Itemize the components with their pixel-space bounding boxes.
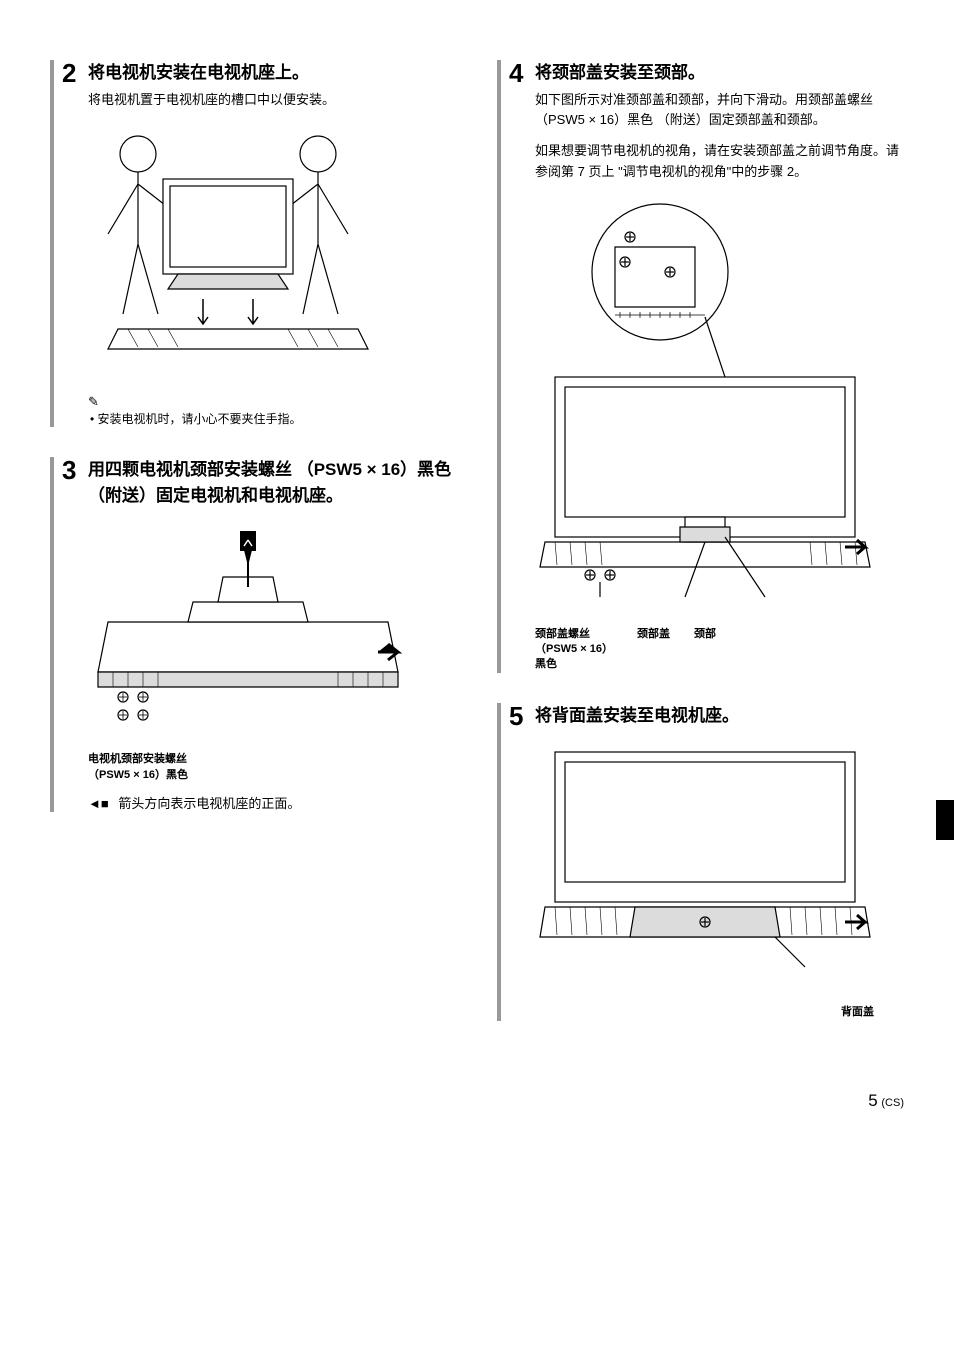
figure-step5: [535, 742, 904, 992]
figure-step3: [88, 522, 457, 742]
figure-step2: [88, 124, 457, 384]
labels-row: 颈部盖螺丝 （PSW5 × 16） 黑色 颈部盖 颈部: [535, 627, 904, 673]
pencil-icon: ✎: [88, 394, 99, 409]
step-para1: 如下图所示对准颈部盖和颈部，并向下滑动。用颈部盖螺丝 （PSW5 × 16）黑色…: [535, 90, 904, 132]
step-number: 5: [509, 703, 535, 1021]
step-bar: [50, 60, 54, 427]
label-line: 颈部盖螺丝: [535, 627, 613, 642]
label-neck-screw: 颈部盖螺丝 （PSW5 × 16） 黑色: [535, 627, 613, 673]
step-bar: [50, 457, 54, 812]
step-number: 2: [62, 60, 88, 427]
page-suffix: (CS): [881, 1097, 904, 1109]
note-bullet: • 安装电视机时，请小心不要夹住手指。: [90, 410, 457, 427]
step-number: 3: [62, 457, 88, 812]
left-column: 2 将电视机安装在电视机座上。 将电视机置于电视机座的槽口中以便安装。: [50, 60, 457, 1051]
step-para2: 如果想要调节电视机的视角，请在安装颈部盖之前调节角度。请参阅第 7 页上 "调节…: [535, 141, 904, 183]
step-bar: [497, 60, 501, 673]
label-neck-cover: 颈部盖: [637, 627, 670, 673]
step-2: 2 将电视机安装在电视机座上。 将电视机置于电视机座的槽口中以便安装。: [50, 60, 457, 427]
step-5: 5 将背面盖安装至电视机座。: [497, 703, 904, 1021]
label-back-cover: 背面盖: [841, 1006, 874, 1018]
caption-line1: 电视机颈部安装螺丝: [88, 752, 457, 767]
arrow-icon: ◄■: [88, 796, 109, 811]
figure-step4: [535, 197, 904, 617]
caption-line2: （PSW5 × 16）黑色: [88, 768, 457, 783]
step-bar: [497, 703, 501, 1021]
page-number: 5: [868, 1091, 877, 1110]
step-number: 4: [509, 60, 535, 673]
page-footer: 5 (CS): [50, 1091, 904, 1111]
label-line: （PSW5 × 16）: [535, 642, 613, 657]
label-line: 黑色: [535, 657, 613, 672]
arrow-note: ◄■ 箭头方向表示电视机座的正面。: [88, 793, 457, 812]
step-title: 将电视机安装在电视机座上。: [88, 60, 457, 86]
screw-caption: 电视机颈部安装螺丝 （PSW5 × 16）黑色: [88, 752, 457, 783]
note-icon-row: ✎: [88, 394, 457, 410]
label-neck: 颈部: [694, 627, 716, 673]
step-4: 4 将颈部盖安装至颈部。 如下图所示对准颈部盖和颈部，并向下滑动。用颈部盖螺丝 …: [497, 60, 904, 673]
arrow-note-text: 箭头方向表示电视机座的正面。: [118, 796, 300, 811]
step-3: 3 用四颗电视机颈部安装螺丝 （PSW5 × 16）黑色 （附送）固定电视机和电…: [50, 457, 457, 812]
step-title: 将颈部盖安装至颈部。: [535, 60, 904, 86]
step-title: 用四颗电视机颈部安装螺丝 （PSW5 × 16）黑色 （附送）固定电视机和电视机…: [88, 457, 457, 508]
step-subtitle: 将电视机置于电视机座的槽口中以便安装。: [88, 90, 457, 111]
step-title: 将背面盖安装至电视机座。: [535, 703, 904, 729]
right-column: 4 将颈部盖安装至颈部。 如下图所示对准颈部盖和颈部，并向下滑动。用颈部盖螺丝 …: [497, 60, 904, 1051]
side-tab: [936, 800, 954, 840]
